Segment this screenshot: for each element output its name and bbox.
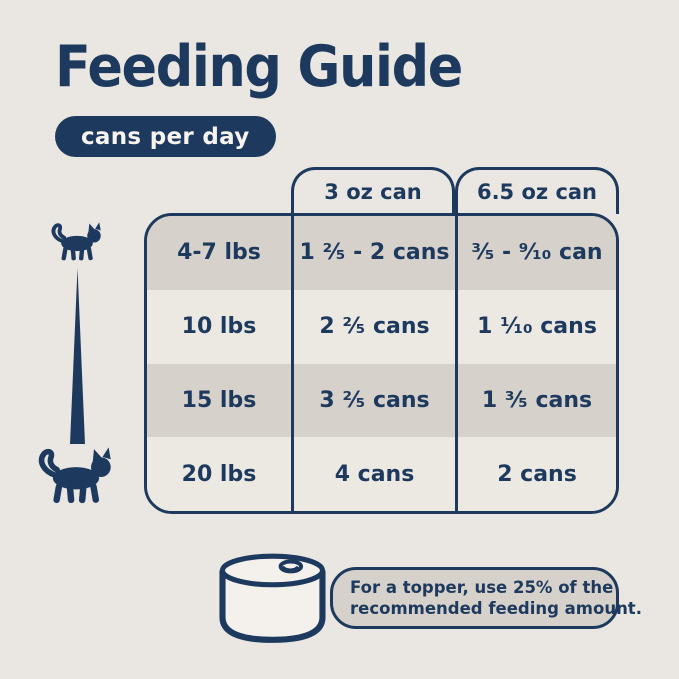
- column-header-3oz-label: 3 oz can: [324, 180, 422, 204]
- weight-cell: 10 lbs: [181, 314, 257, 340]
- topper-note-line-1: For a topper, use 25% of the: [350, 578, 614, 597]
- weight-cell: 20 lbs: [181, 461, 257, 487]
- table-row: 20 lbs 4 cans 2 cans: [147, 437, 616, 511]
- can-3oz-cell: 3 ²⁄₅ cans: [291, 363, 455, 438]
- weight-cell: 15 lbs: [181, 387, 257, 413]
- topper-note-line-2: recommended feeding amount.: [350, 599, 642, 618]
- table-row: 4-7 lbs 1 ²⁄₅ - 2 cans ³⁄₅ - ⁹⁄₁₀ can: [147, 216, 616, 290]
- can-6-5oz-cell: ³⁄₅ - ⁹⁄₁₀ can: [455, 216, 616, 290]
- column-header-3oz: 3 oz can: [291, 167, 455, 214]
- food-can-icon: [219, 553, 326, 643]
- large-cat-icon: [38, 447, 111, 504]
- column-header-6-5oz-label: 6.5 oz can: [476, 180, 598, 204]
- can-3oz-cell: 1 ²⁄₅ - 2 cans: [291, 216, 455, 290]
- topper-note: For a topper, use 25% of the recommended…: [330, 567, 642, 629]
- badge-label: cans per day: [81, 123, 250, 150]
- size-increase-wedge-icon: [70, 268, 85, 444]
- table-row: 10 lbs 2 ²⁄₅ cans 1 ¹⁄₁₀ cans: [147, 289, 616, 364]
- weight-cell: 4-7 lbs: [177, 240, 261, 266]
- can-6-5oz-cell: 1 ³⁄₅ cans: [455, 363, 616, 438]
- can-3oz-cell: 2 ²⁄₅ cans: [291, 289, 455, 364]
- can-6-5oz-cell: 1 ¹⁄₁₀ cans: [455, 289, 616, 364]
- table-row: 15 lbs 3 ²⁄₅ cans 1 ³⁄₅ cans: [147, 363, 616, 438]
- feeding-table: 4-7 lbs 1 ²⁄₅ - 2 cans ³⁄₅ - ⁹⁄₁₀ can 10…: [144, 213, 619, 514]
- column-header-6-5oz: 6.5 oz can: [455, 167, 619, 214]
- can-3oz-cell: 4 cans: [291, 437, 455, 511]
- page-title: Feeding Guide: [55, 34, 463, 100]
- small-cat-icon: [51, 222, 101, 261]
- cans-per-day-badge: cans per day: [55, 116, 276, 157]
- can-6-5oz-cell: 2 cans: [455, 437, 616, 511]
